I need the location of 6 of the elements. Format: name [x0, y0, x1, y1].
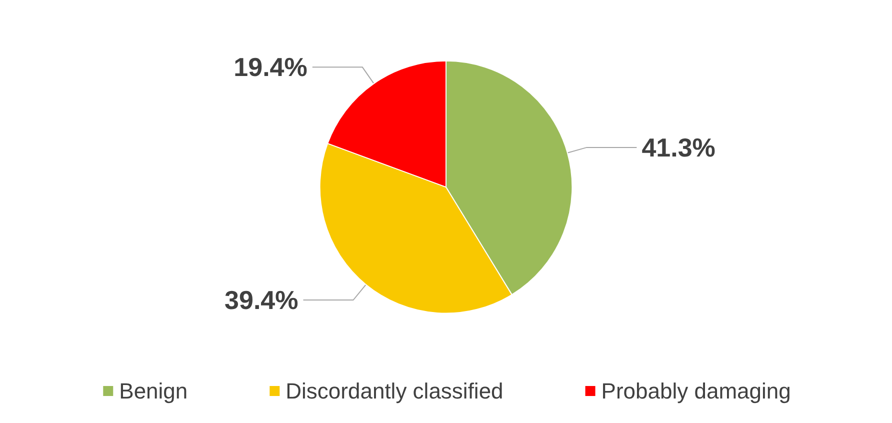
data-label: 41.3% [642, 132, 716, 162]
legend-label: Discordantly classified [286, 378, 504, 404]
legend-label: Probably damaging [601, 378, 791, 404]
data-label: 19.4% [234, 52, 308, 82]
data-label: 39.4% [224, 285, 298, 316]
legend-label: Benign [119, 378, 188, 404]
